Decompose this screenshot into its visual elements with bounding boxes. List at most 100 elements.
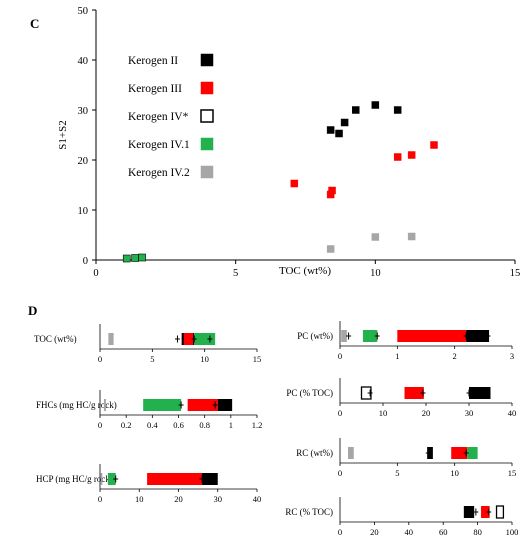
legend-label: Kerogen IV.2 <box>128 167 190 179</box>
bar-x-tick-label: 40 <box>405 527 414 537</box>
legend-marker <box>200 81 214 95</box>
bar-segment <box>202 473 218 485</box>
bar-panel-toc-wt-: TOC (wt%) 0 5 10 15 <box>34 324 261 364</box>
bar-x-tick-label: 40 <box>508 408 517 418</box>
bar-x-tick-label: 1 <box>229 420 233 430</box>
bar-x-tick-label: 100 <box>506 527 519 537</box>
point-kerogen-ii <box>393 106 402 114</box>
bar-segment <box>404 387 424 399</box>
bar-x-tick-label: 1.2 <box>252 420 263 430</box>
panel-letter-c: C <box>30 16 39 31</box>
bar-x-tick-label: 1 <box>395 351 399 361</box>
bar-segment <box>451 447 468 459</box>
bar-segment <box>107 473 116 485</box>
point-kerogen-iii <box>393 153 402 161</box>
bar-x-tick-label: 10 <box>135 494 144 504</box>
bar-segment <box>147 473 203 485</box>
bar-x-tick-label: 5 <box>395 468 399 478</box>
bar-panel-pc-toc-: PC (% TOC) 0 10 20 30 40 <box>286 378 516 418</box>
bar-x-tick-label: 0.8 <box>199 420 210 430</box>
bar-panel-rc-toc-: RC (% TOC) 0 20 40 60 80 100 <box>285 497 518 537</box>
bar-x-tick-label: 20 <box>370 527 379 537</box>
bar-x-tick-label: 0.6 <box>173 420 184 430</box>
bar-segment <box>183 333 194 345</box>
bar-x-tick-label: 10 <box>200 354 209 364</box>
bar-segment <box>463 506 475 518</box>
bar-x-tick-label: 0.2 <box>121 420 132 430</box>
scatter-axes: 0 10 20 30 40 50 0 5 10 15 <box>78 6 521 279</box>
x-tick-label: 15 <box>510 268 521 279</box>
bar-x-tick-label: 10 <box>450 468 459 478</box>
bar-panel-label: PC (wt%) <box>297 331 333 341</box>
point-kerogen-iii <box>407 151 416 159</box>
point-kerogen-iv-2 <box>407 232 416 241</box>
point-kerogen-ii <box>352 106 360 114</box>
bar-panel-label: HCP (mg HC/g rock) <box>36 474 113 484</box>
bar-x-tick-label: 15 <box>253 354 262 364</box>
point-kerogen-iv-2 <box>326 245 335 253</box>
bar-panel-label: RC (% TOC) <box>285 507 333 517</box>
legend-marker <box>200 109 214 123</box>
scatter-points <box>122 101 438 263</box>
bar-x-tick-label: 20 <box>174 494 183 504</box>
point-kerogen-ii <box>335 129 343 138</box>
x-tick-label: 0 <box>93 268 98 279</box>
point-kerogen-iv-2 <box>371 233 380 241</box>
bar-segment <box>469 387 491 399</box>
bar-panel-rc-wt-: RC (wt%) 0 5 10 15 <box>296 438 516 478</box>
y-tick-label: 50 <box>78 6 89 17</box>
bar-x-tick-label: 10 <box>379 408 388 418</box>
bar-panel-fhcs-mg-hc-g-rock-: FHCs (mg HC/g rock) 0 0.2 0.4 0.6 0.8 1 1.2 <box>36 390 262 430</box>
legend-label: Kerogen IV* <box>128 111 189 123</box>
bar-x-tick-label: 0 <box>338 351 342 361</box>
legend-marker <box>200 53 214 67</box>
bar-x-tick-label: 40 <box>253 494 262 504</box>
point-kerogen-ii <box>326 126 335 134</box>
bar-x-tick-label: 0 <box>338 408 342 418</box>
bar-x-tick-label: 5 <box>150 354 154 364</box>
bar-panel-hcp-mg-hc-g-rock-: HCP (mg HC/g rock) 0 10 20 30 40 <box>36 464 261 504</box>
bar-segment <box>341 330 347 342</box>
bar-x-tick-label: 0 <box>98 420 102 430</box>
bar-x-tick-label: 0.4 <box>147 420 158 430</box>
bar-x-tick-label: 2 <box>453 351 457 361</box>
bar-x-tick-label: 80 <box>473 527 482 537</box>
bar-x-tick-label: 0 <box>98 494 102 504</box>
legend-label: Kerogen II <box>128 55 178 67</box>
y-axis-label: S1+S2 <box>57 120 69 149</box>
bar-x-tick-label: 3 <box>510 351 514 361</box>
bar-segment <box>103 399 106 411</box>
x-tick-label: 10 <box>370 268 381 279</box>
bar-panel-label: FHCs (mg HC/g rock) <box>36 400 117 410</box>
bar-x-tick-label: 30 <box>465 408 474 418</box>
bar-segment <box>100 473 103 485</box>
bar-segment <box>348 447 354 459</box>
bar-segment <box>481 506 490 518</box>
panel-letter-d: D <box>28 303 37 318</box>
point-kerogen-iv-1 <box>131 254 139 262</box>
y-tick-label: 40 <box>78 56 89 67</box>
point-kerogen-iii <box>328 186 336 195</box>
point-kerogen-ii <box>371 101 380 109</box>
legend-label: Kerogen IV.1 <box>128 139 190 151</box>
legend-label: Kerogen III <box>128 83 182 95</box>
y-tick-label: 10 <box>78 206 89 217</box>
point-kerogen-iv-1 <box>138 253 146 262</box>
bar-panel-label: PC (% TOC) <box>286 388 333 398</box>
bar-x-tick-label: 0 <box>98 354 102 364</box>
legend-marker <box>200 137 214 151</box>
x-axis-label: TOC (wt%) <box>279 265 331 277</box>
point-kerogen-iii <box>430 141 438 149</box>
bar-x-tick-label: 0 <box>338 468 342 478</box>
bar-segment <box>495 505 505 519</box>
point-kerogen-ii <box>340 118 349 127</box>
x-tick-label: 5 <box>233 268 238 279</box>
y-tick-label: 30 <box>78 106 89 117</box>
point-kerogen-iii <box>290 179 299 188</box>
y-tick-label: 20 <box>78 156 89 167</box>
bar-segment <box>217 399 233 411</box>
bar-segment <box>466 330 490 342</box>
bar-segment <box>187 399 218 411</box>
